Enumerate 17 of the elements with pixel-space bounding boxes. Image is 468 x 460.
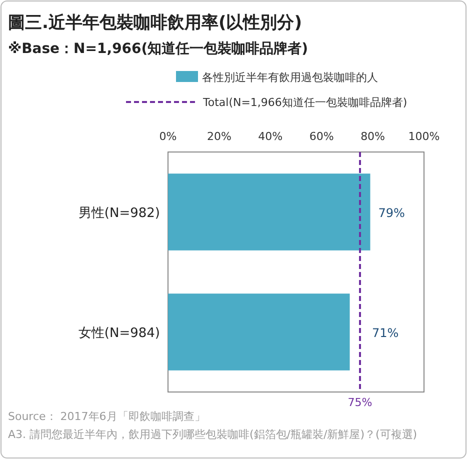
legend-item: Total(N=1,966知道任一包裝咖啡品牌者) <box>126 96 408 109</box>
x-tick-label: 20% <box>206 130 232 143</box>
data-label: 71% <box>372 326 399 340</box>
text: A3. 請問您最近半年內，飲用過下列哪些包裝咖啡(鋁箔包/瓶罐裝/新鮮屋)？(可複選) <box>8 428 418 441</box>
x-tick-label: 0% <box>159 130 177 143</box>
chart-title: 圖三.近半年包裝咖啡飲用率(以性別分) <box>8 13 302 33</box>
source-note: Source： 2017年6月「即飲咖啡調查」 <box>8 410 206 423</box>
y-tick-label: 男性(N=982) <box>78 206 160 221</box>
chart-subtitle: ※Base：N=1,966(知道任一包裝咖啡品牌者) <box>8 41 308 57</box>
data-label: 79% <box>378 206 405 220</box>
ref-line-label: 75% <box>348 396 372 409</box>
x-tick-label: 60% <box>309 130 334 143</box>
x-tick-label: 40% <box>258 130 283 143</box>
x-tick-label: 80% <box>360 130 386 143</box>
legend-item: 各性別近半年有飲用過包裝咖啡的人 <box>176 71 378 84</box>
y-tick-label: 女性(N=984) <box>78 326 160 341</box>
x-tick-label: 100% <box>408 130 440 143</box>
